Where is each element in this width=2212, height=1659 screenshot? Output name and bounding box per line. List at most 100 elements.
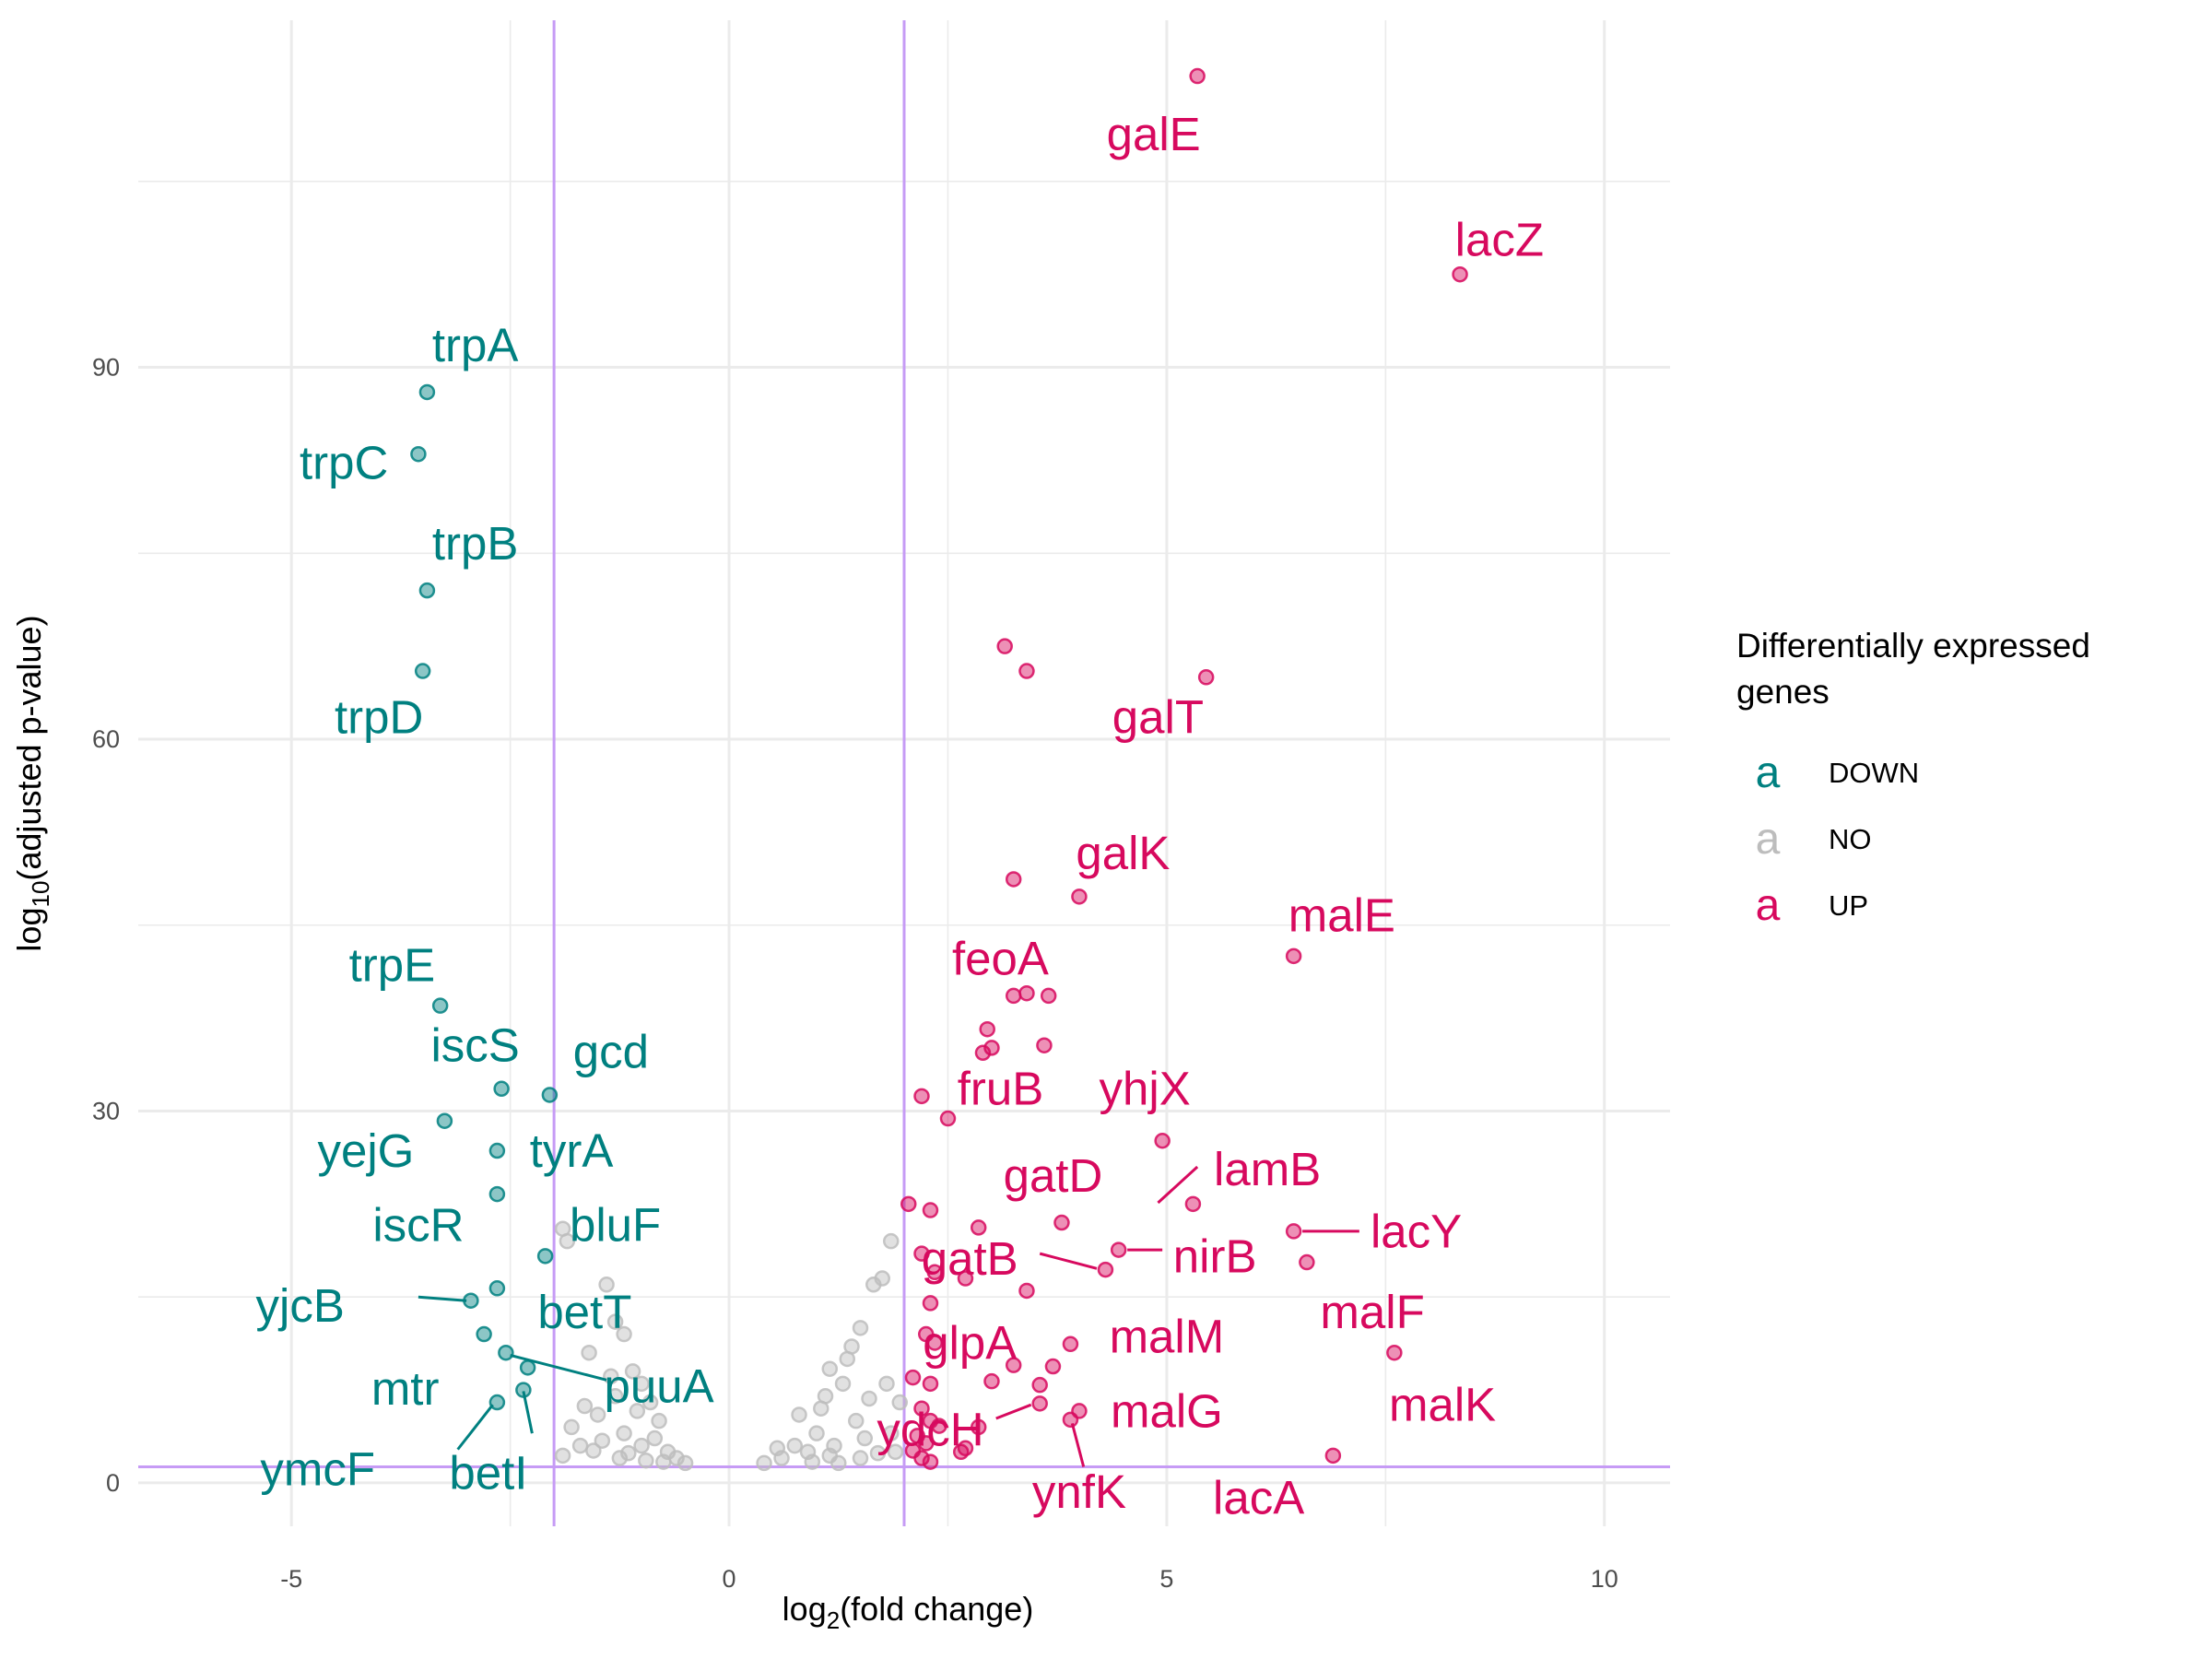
point-up-ydch (1031, 1395, 1048, 1412)
gene-label-iscs: iscS (430, 1019, 519, 1072)
point-no (606, 1388, 624, 1405)
point-up (1005, 871, 1022, 888)
point-no (581, 1344, 597, 1361)
data-points (410, 67, 1468, 1472)
connector-gatb (1039, 1252, 1098, 1270)
point-up (922, 1295, 939, 1312)
point-up-laca (1324, 1447, 1342, 1465)
point-no (646, 1430, 664, 1447)
point-up (996, 638, 1013, 654)
point-no (606, 1313, 624, 1330)
point-no (616, 1425, 632, 1441)
point-no (554, 1447, 571, 1465)
gene-label-lacz: lacZ (1455, 214, 1544, 266)
legend-title-line-1: Differentially expressed (1736, 627, 2090, 665)
legend-items: a DOWN a NO a UP (1756, 748, 1920, 930)
point-up (1044, 1358, 1062, 1375)
point-up (913, 1400, 930, 1417)
point-no (861, 1390, 877, 1407)
point-no (651, 1412, 667, 1430)
y-tick-label: 0 (106, 1469, 120, 1497)
point-no (804, 1453, 821, 1470)
gene-label-trpe: trpE (349, 938, 436, 991)
point-no (856, 1430, 874, 1447)
point-up (904, 1369, 922, 1386)
gene-label-malf: malF (1320, 1286, 1424, 1338)
point-up (931, 1418, 947, 1434)
point-no (891, 1394, 909, 1411)
point-up (900, 1195, 917, 1213)
point-no (791, 1406, 807, 1423)
gene-label-gatd: gatD (1004, 1149, 1103, 1202)
legend-title-line-2: genes (1736, 673, 1830, 711)
point-up-lamb (1184, 1195, 1202, 1213)
point-no (808, 1425, 825, 1441)
gene-label-yhjx: yhjX (1100, 1063, 1191, 1115)
gene-label-trpc: trpC (300, 437, 388, 489)
point-up (922, 1202, 939, 1218)
gene-label-trpa: trpA (432, 319, 519, 371)
point-no (633, 1375, 650, 1393)
gene-label-glpa: glpA (923, 1316, 1017, 1369)
x-tick-label: 5 (1159, 1565, 1173, 1593)
point-down-mtr (519, 1359, 536, 1376)
point-no (655, 1453, 672, 1470)
y-axis-title: log10(adjusted p-value) (10, 615, 54, 951)
point-no (598, 1277, 615, 1293)
x-tick-label: 10 (1591, 1565, 1618, 1593)
point-no (869, 1444, 887, 1462)
gene-label-galk: galK (1076, 827, 1170, 879)
point-up (922, 1412, 939, 1430)
point-down-iscr (488, 1185, 506, 1203)
point-down-iscs (493, 1080, 510, 1098)
gene-label-iscr: iscR (372, 1199, 464, 1252)
point-up (1018, 1282, 1035, 1300)
point-up (917, 1435, 935, 1452)
point-no (616, 1325, 632, 1343)
point-no (852, 1450, 869, 1466)
point-down-yejg (436, 1112, 453, 1129)
y-tick-label: 90 (92, 354, 120, 382)
x-tick-label: -5 (280, 1565, 302, 1593)
point-down-tyra (488, 1142, 506, 1159)
gene-label-laca: lacA (1213, 1472, 1304, 1524)
point-no (852, 1320, 869, 1336)
gene-label-bluf: bluF (570, 1199, 661, 1252)
gene-label-beti: betI (449, 1447, 527, 1500)
point-up-gatb (1097, 1261, 1114, 1278)
point-down-bett (488, 1280, 506, 1297)
threshold-lines (138, 20, 1670, 1526)
point-no (554, 1220, 571, 1237)
point-no (633, 1437, 650, 1454)
point-no (786, 1437, 804, 1454)
point-no (629, 1403, 646, 1419)
gene-label-trpd: trpD (335, 690, 423, 743)
point-no (677, 1454, 694, 1472)
point-up-ynfk (1062, 1411, 1079, 1429)
point-no (883, 1425, 900, 1441)
point-up (970, 1418, 987, 1436)
point-up (926, 1264, 943, 1281)
legend-label-no: NO (1829, 823, 1872, 855)
point-up-lacz (1452, 265, 1468, 283)
gene-label-lamb: lamB (1214, 1143, 1321, 1195)
point-no (585, 1442, 602, 1459)
point-no (821, 1360, 839, 1377)
gene-label-gcd: gcd (573, 1025, 649, 1077)
gene-label-malg: malG (1111, 1384, 1223, 1437)
legend-label-down: DOWN (1829, 757, 1919, 789)
point-up (979, 1020, 995, 1038)
point-no (589, 1406, 606, 1423)
legend-key-up: a (1756, 881, 1781, 930)
point-down-trpe (431, 997, 449, 1014)
gene-label-frub: fruB (958, 1063, 1044, 1115)
point-up-feoa (1005, 987, 1022, 1005)
gene-label-gale: galE (1107, 108, 1201, 160)
connector-puua (510, 1353, 607, 1382)
point-up (952, 1443, 970, 1461)
point-no (576, 1397, 594, 1415)
gene-label-galt: galT (1112, 690, 1204, 743)
legend-key-down: a (1756, 748, 1781, 797)
point-no (571, 1437, 589, 1454)
gene-label-malm: malM (1110, 1311, 1225, 1363)
